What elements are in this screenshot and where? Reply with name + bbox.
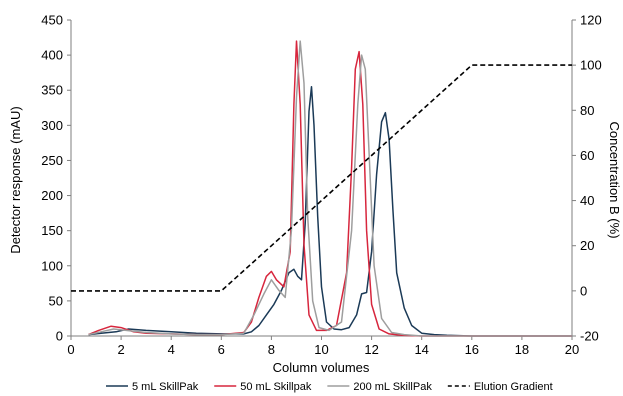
y2-tick-label: 40 xyxy=(580,193,594,208)
y-axis-title: Detector response (mAU) xyxy=(8,106,23,253)
y-tick-label: 50 xyxy=(49,293,63,308)
y2-tick-label: 20 xyxy=(580,238,594,253)
y2-tick-label: 100 xyxy=(580,58,602,73)
y-tick-label: 100 xyxy=(41,258,63,273)
axes-layer: 0 2 4 6 8 10 12 14 16 18 2005010015020025030035040… xyxy=(41,13,601,358)
x-tick-label: 8 xyxy=(268,342,275,357)
x-tick-label: 4 xyxy=(168,342,175,357)
y2-axis-title: Concentration B (%) xyxy=(607,121,622,238)
y2-tick-label: 60 xyxy=(580,148,594,163)
y-tick-label: 350 xyxy=(41,83,63,98)
series-line-2 xyxy=(88,40,572,337)
y2-tick-label: 120 xyxy=(580,13,602,28)
legend-label-3: Elution Gradient xyxy=(474,381,553,393)
y2-tick-label: 0 xyxy=(580,283,587,298)
x-tick-label: 2 xyxy=(117,342,124,357)
x-tick-label: 16 xyxy=(465,342,479,357)
x-tick-label: 14 xyxy=(414,342,428,357)
series-line-0 xyxy=(88,85,572,337)
y-tick-label: 0 xyxy=(56,329,63,344)
x-tick-label: 12 xyxy=(364,342,378,357)
x-axis-title: Column volumes xyxy=(273,360,370,375)
y-tick-label: 200 xyxy=(41,188,63,203)
y-tick-label: 450 xyxy=(41,13,63,28)
y2-tick-label: 80 xyxy=(580,103,594,118)
y-tick-label: 400 xyxy=(41,48,63,63)
y-tick-label: 300 xyxy=(41,118,63,133)
labels-layer: Column volumes Detector response (mAU) C… xyxy=(8,106,622,375)
legend: 5 mL SkillPak 50 mL Skillpak 200 mL SkillP… xyxy=(106,381,553,393)
series-line-1 xyxy=(88,40,572,337)
x-tick-label: 20 xyxy=(565,342,579,357)
x-tick-label: 10 xyxy=(314,342,328,357)
x-tick-label: 0 xyxy=(67,342,74,357)
legend-label-1: 50 mL Skillpak xyxy=(240,381,312,393)
legend-label-2: 200 mL SkillPak xyxy=(353,381,432,393)
series-layer xyxy=(71,40,572,337)
x-tick-label: 18 xyxy=(515,342,529,357)
legend-label-0: 5 mL SkillPak xyxy=(132,381,199,393)
y-tick-label: 250 xyxy=(41,153,63,168)
y-tick-label: 150 xyxy=(41,223,63,238)
series-line-3 xyxy=(71,64,572,292)
x-tick-label: 6 xyxy=(218,342,225,357)
y2-tick-label: -20 xyxy=(580,329,599,344)
